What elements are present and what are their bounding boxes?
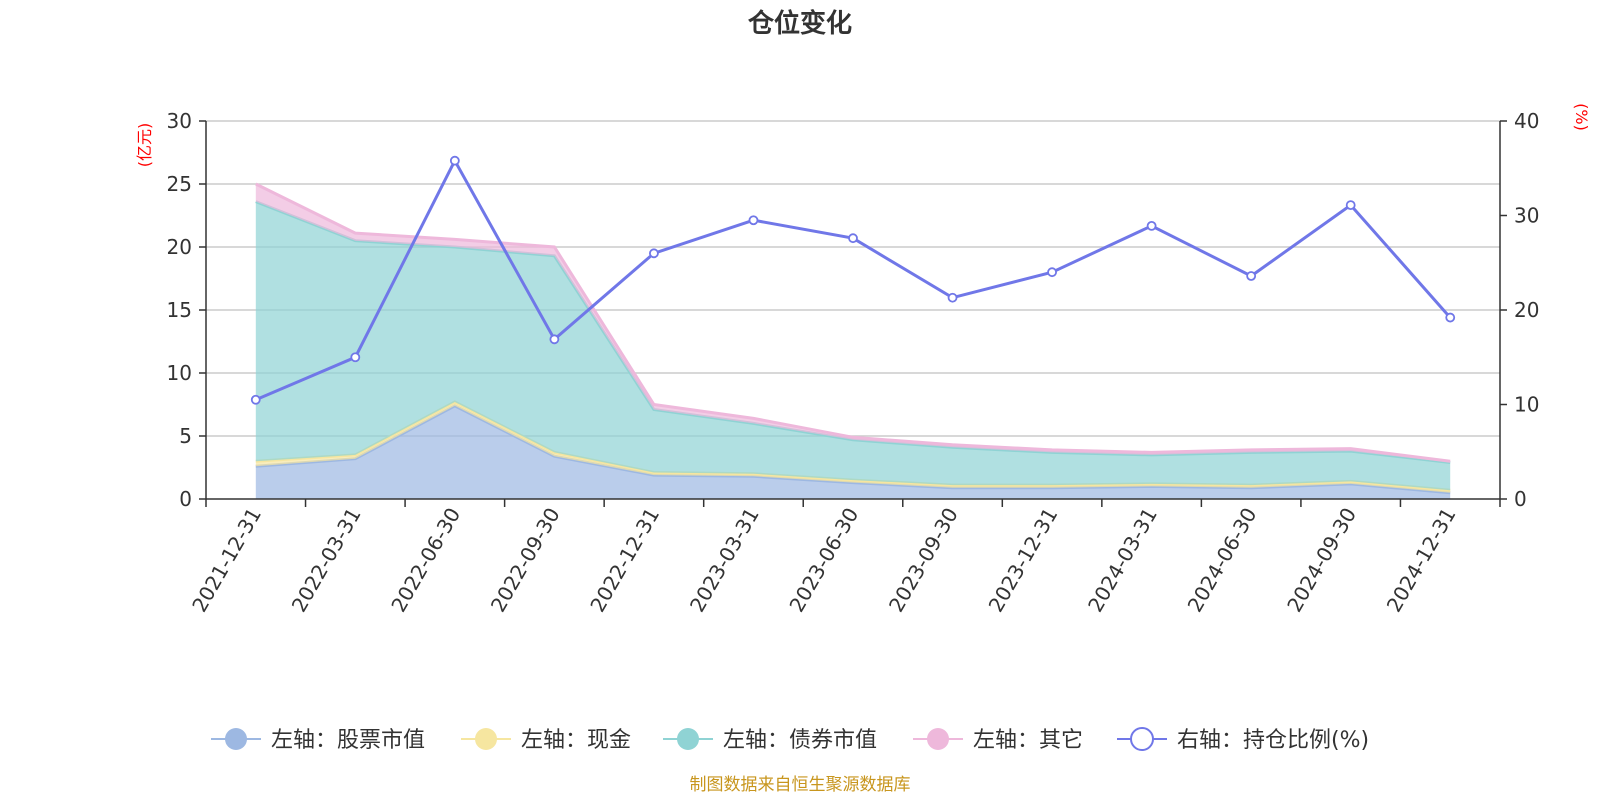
ratio-point [947, 292, 958, 303]
x-tick-label: 2024-09-30 [1282, 504, 1361, 617]
right-tick-label: 0 [1514, 487, 1527, 511]
left-axis-unit: (亿元) [135, 123, 154, 168]
area-2 [255, 201, 1451, 491]
right-tick-label: 20 [1514, 298, 1539, 322]
left-tick-label: 20 [167, 235, 192, 259]
ratio-point [350, 352, 361, 363]
footer-source: 制图数据来自恒生聚源数据库 [690, 775, 911, 795]
right-tick-label: 10 [1514, 393, 1539, 417]
ratio-point [649, 248, 659, 259]
left-tick-label: 5 [179, 424, 192, 448]
legend-marker [1130, 727, 1154, 751]
legend: 左轴：股票市值 左轴：现金 左轴：债券市值 左轴：其它 右轴：持仓比例(%) [211, 727, 1369, 753]
ratio-point [1345, 200, 1356, 211]
ratio-point [549, 334, 560, 345]
legend-marker [225, 728, 247, 750]
x-tick-label: 2024-12-31 [1382, 504, 1461, 617]
x-tick-label: 2023-06-30 [784, 504, 863, 617]
x-tick-label: 2022-06-30 [386, 504, 465, 617]
area-0 [255, 405, 1451, 499]
left-tick-label: 30 [167, 109, 192, 133]
ratio-point [449, 155, 460, 166]
area-edge-3 [255, 182, 1451, 463]
ratio-point [1047, 267, 1057, 278]
legend-marker [677, 728, 699, 750]
legend-label: 右轴：持仓比例(%) [1177, 728, 1369, 753]
x-tick-label: 2021-12-31 [187, 504, 266, 617]
x-tick-label: 2024-03-31 [1083, 504, 1162, 617]
legend-marker [927, 728, 949, 750]
legend-label: 左轴：现金 [521, 728, 631, 753]
stacked-areas [255, 182, 1451, 499]
ratio-point [250, 394, 261, 405]
legend-marker [475, 728, 497, 750]
x-tick-label: 2023-09-30 [884, 504, 963, 617]
ratio-point [1246, 271, 1257, 281]
legend-label: 左轴：其它 [973, 728, 1083, 753]
ratio-point [848, 233, 858, 244]
chart-title: 仓位变化 [747, 8, 852, 39]
ratio-point [1146, 220, 1157, 231]
ratio-point [1445, 312, 1456, 323]
x-tick-label: 2024-06-30 [1183, 504, 1262, 617]
right-tick-label: 30 [1514, 204, 1539, 228]
left-tick-label: 0 [179, 487, 192, 511]
area-3 [255, 184, 1451, 463]
ratio-line [250, 155, 1456, 405]
left-tick-label: 25 [167, 172, 192, 196]
right-tick-label: 40 [1514, 109, 1539, 133]
x-tick-label: 2022-09-30 [486, 504, 565, 617]
left-tick-label: 15 [167, 298, 192, 322]
legend-label: 左轴：股票市值 [271, 728, 425, 753]
x-tick-label: 2022-12-31 [585, 504, 664, 617]
x-tick-label: 2022-03-31 [287, 504, 366, 617]
x-tick-label: 2023-12-31 [984, 504, 1063, 617]
ratio-point [748, 215, 759, 226]
legend-label: 左轴：债券市值 [723, 728, 877, 753]
right-axis-unit: (%) [1572, 103, 1591, 131]
left-tick-label: 10 [167, 361, 192, 385]
x-tick-label: 2023-03-31 [685, 504, 764, 617]
